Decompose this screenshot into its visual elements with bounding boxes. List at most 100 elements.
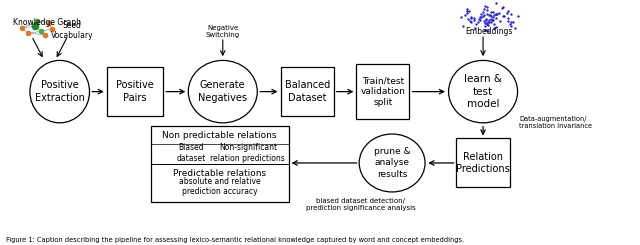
Text: learn &
test
model: learn & test model [464,74,502,109]
Point [486,20,496,24]
Point [466,20,476,24]
Point [497,6,508,10]
Point [492,12,502,16]
Point [484,20,495,24]
Point [471,22,481,25]
Point [497,5,508,9]
Point [476,15,486,19]
Point [488,26,499,30]
Point [484,13,494,17]
Point [466,16,476,20]
Point [503,16,513,20]
Point [481,18,491,22]
Point [487,19,497,23]
Point [458,24,468,28]
Text: Seed
Vocabulary: Seed Vocabulary [51,21,93,40]
Point [475,15,485,19]
Text: Relation
Predictions: Relation Predictions [456,152,510,174]
Point [493,11,504,15]
Point [456,15,466,19]
Point [488,18,498,22]
Text: biased dataset detection/
prediction significance analysis: biased dataset detection/ prediction sig… [306,198,415,211]
Point [469,16,479,20]
Point [473,20,483,24]
Text: Balanced
Dataset: Balanced Dataset [285,80,330,103]
Point [508,20,518,24]
Point [469,18,479,22]
Point [481,17,491,21]
Point [462,7,472,11]
Point [502,19,513,23]
Point [491,16,501,20]
Text: Positive
Extraction: Positive Extraction [35,80,84,103]
Point [461,11,472,15]
Point [486,10,496,14]
Point [495,19,505,23]
Text: prune &
analyse
results: prune & analyse results [374,147,410,179]
Point [483,29,493,33]
Point [463,9,474,13]
Point [478,10,488,14]
Point [489,13,499,17]
Point [484,13,495,17]
Point [462,10,472,13]
Point [509,26,520,30]
Point [482,12,492,15]
Point [469,26,479,30]
Point [482,22,492,26]
Text: Non predictable relations: Non predictable relations [163,131,277,140]
Point [505,22,515,26]
Point [488,10,498,13]
Point [476,12,486,16]
Point [484,18,495,22]
Point [498,14,508,18]
Text: Train/test
validation
split: Train/test validation split [360,76,405,107]
Point [499,14,509,18]
Point [479,13,490,17]
Point [486,13,497,17]
Point [481,5,492,9]
Point [475,18,485,22]
Point [506,12,516,16]
Point [482,8,492,12]
Point [479,7,490,11]
Point [503,9,513,13]
Point [479,19,489,23]
Text: Data-augmentation/
translation invariance: Data-augmentation/ translation invarianc… [520,116,593,129]
Text: Embeddings: Embeddings [466,27,513,36]
Point [463,17,473,21]
Text: Negative
Switching: Negative Switching [205,25,240,38]
Text: Biased
dataset: Biased dataset [177,143,206,163]
Point [477,14,488,18]
Point [488,15,498,19]
Text: Knowledge Graph: Knowledge Graph [13,18,81,27]
Point [486,17,496,21]
Point [492,12,502,15]
Point [479,21,490,25]
Point [466,15,476,19]
Point [513,14,523,18]
Point [474,17,484,21]
Text: Generate
Negatives: Generate Negatives [198,80,247,103]
Point [483,23,493,27]
Text: Non-significant
relation predictions: Non-significant relation predictions [211,143,285,163]
Point [480,4,490,8]
Point [491,12,501,16]
Point [465,19,476,23]
Point [490,22,500,26]
Point [481,28,491,32]
Point [506,24,516,27]
Point [490,25,500,29]
Text: Figure 1: Caption describing the pipeline for assessing lexico-semantic relation: Figure 1: Caption describing the pipelin… [6,237,465,243]
Text: absolute and relative
prediction accuracy: absolute and relative prediction accurac… [179,177,260,196]
Point [491,1,501,5]
Point [502,12,513,15]
Point [460,13,470,17]
Point [481,28,491,32]
Text: Predictable relations: Predictable relations [173,169,266,178]
Point [479,24,490,28]
Point [483,20,493,24]
Text: Positive
Pairs: Positive Pairs [116,80,154,103]
Point [481,21,492,24]
Point [506,20,516,24]
